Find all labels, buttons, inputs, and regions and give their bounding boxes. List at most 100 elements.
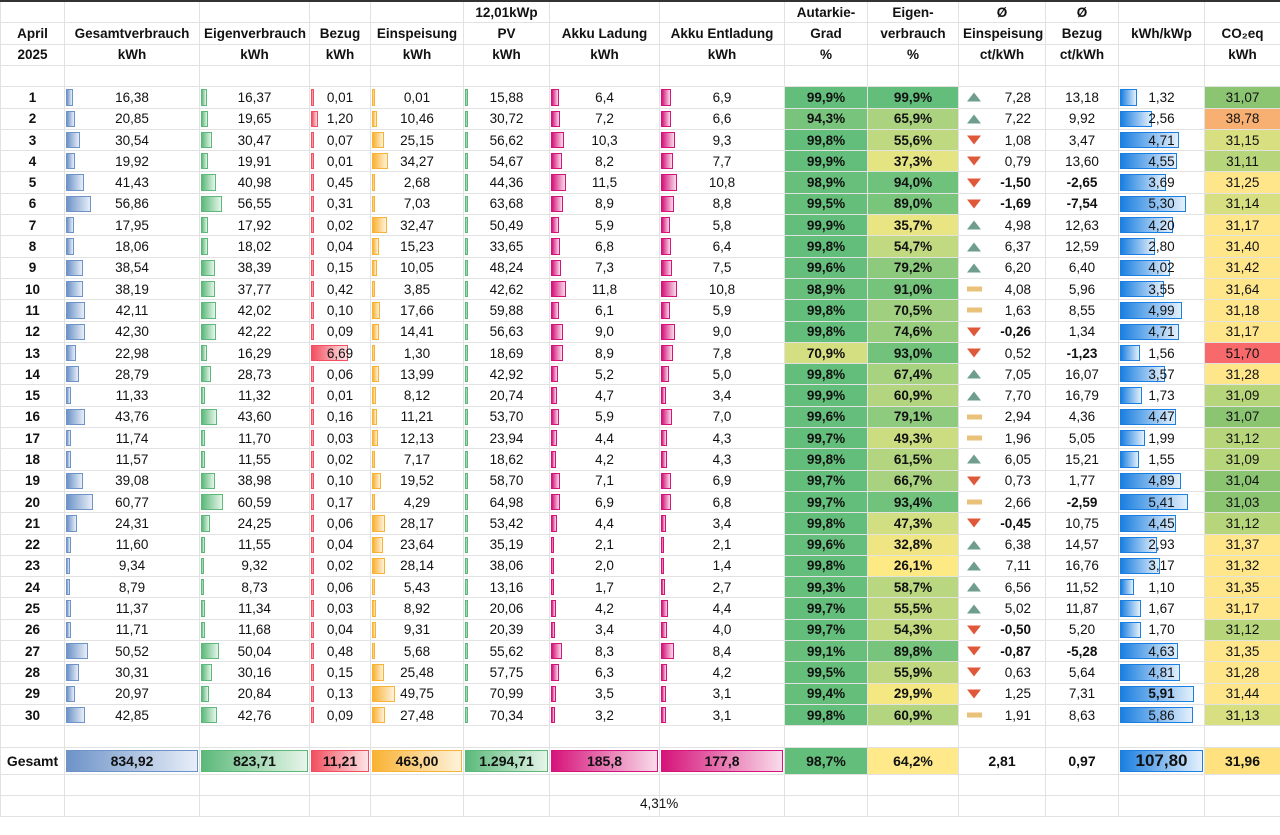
einsp-avg-cell[interactable]: 7,28 [958,86,1046,109]
einsp-avg-cell[interactable]: 1,08 [958,128,1046,152]
day-cell[interactable]: 14 [0,363,65,386]
day-cell[interactable]: 26 [0,618,65,642]
cell-kwp[interactable]: 1,32 [1118,86,1205,109]
cell-akku_e[interactable]: 7,8 [659,341,785,365]
cell-pv[interactable]: 20,06 [463,597,550,620]
cell-bezug[interactable]: 0,01 [309,384,371,407]
cell-akku_l[interactable]: 1,7 [549,576,660,599]
cell-eigen[interactable]: 11,70 [199,427,310,450]
cell-eigen[interactable]: 38,98 [199,469,310,492]
cell-einsp[interactable]: 25,15 [370,128,464,152]
header-gesamt[interactable]: Gesamtverbrauch [64,22,200,45]
header-einsp[interactable]: Einspeisung [370,22,464,45]
eigen-pct-cell[interactable]: 55,5% [867,597,959,620]
cell-kwp[interactable]: 4,99 [1118,299,1205,322]
eigen-pct-cell[interactable]: 60,9% [867,703,959,727]
cell-akku_e[interactable]: 3,4 [659,384,785,407]
cell-bezug[interactable]: 0,17 [309,490,371,514]
bezug-avg-cell[interactable]: 12,59 [1045,235,1119,258]
bezug-avg-cell[interactable]: 7,31 [1045,682,1119,705]
cell-pv[interactable]: 70,34 [463,703,550,727]
cell-kwp[interactable]: 4,63 [1118,640,1205,663]
eigen-pct-cell[interactable]: 26,1% [867,554,959,578]
cell-akku_e[interactable]: 6,9 [659,469,785,492]
eigen-pct-cell[interactable]: 89,0% [867,192,959,216]
autarkie-cell[interactable]: 99,7% [784,427,868,450]
cell-einsp[interactable]: 11,21 [370,405,464,429]
co2-cell[interactable]: 51,70 [1204,341,1280,365]
cell-eigen[interactable]: 18,02 [199,235,310,258]
cell-gesamt[interactable]: 11,71 [64,618,200,642]
totals-label[interactable]: Gesamt [0,746,65,775]
unit-gesamt[interactable]: kWh [64,43,200,66]
cell-gesamt[interactable]: 38,54 [64,256,200,279]
header-year[interactable]: 2025 [0,43,65,66]
bezug-avg-cell[interactable]: 10,75 [1045,512,1119,535]
eigen-pct-cell[interactable]: 99,9% [867,86,959,109]
co2-cell[interactable]: 31,42 [1204,256,1280,279]
bezug-avg-cell[interactable]: -1,23 [1045,341,1119,365]
einsp-avg-cell[interactable]: -0,87 [958,640,1046,663]
header-einsp-avg-2[interactable]: Einspeisung [958,22,1046,45]
day-cell[interactable]: 18 [0,448,65,471]
cell-akku_e[interactable]: 4,3 [659,448,785,471]
autarkie-cell[interactable]: 99,8% [784,703,868,727]
day-cell[interactable]: 21 [0,512,65,535]
day-cell[interactable]: 1 [0,86,65,109]
cell-pv[interactable]: 56,62 [463,128,550,152]
bezug-avg-cell[interactable]: -2,59 [1045,490,1119,514]
cell-einsp[interactable]: 49,75 [370,682,464,705]
cell-akku_e[interactable]: 8,8 [659,192,785,216]
autarkie-cell[interactable]: 99,5% [784,192,868,216]
einsp-avg-cell[interactable]: -0,26 [958,320,1046,343]
cell-gesamt[interactable]: 11,74 [64,427,200,450]
cell-bezug[interactable]: 0,04 [309,533,371,556]
cell-pv[interactable]: 64,98 [463,490,550,514]
bezug-avg-cell[interactable]: 13,18 [1045,86,1119,109]
cell-gesamt[interactable]: 22,98 [64,341,200,365]
einsp-avg-cell[interactable]: 6,20 [958,256,1046,279]
einsp-avg-cell[interactable]: 6,37 [958,235,1046,258]
cell-gesamt[interactable]: 56,86 [64,192,200,216]
unit-eigen-pct[interactable]: % [867,43,959,66]
day-cell[interactable]: 19 [0,469,65,492]
cell-akku_e[interactable]: 4,0 [659,618,785,642]
cell-kwp[interactable]: 1,55 [1118,448,1205,471]
cell-kwp[interactable]: 2,93 [1118,533,1205,556]
cell-eigen[interactable]: 28,73 [199,363,310,386]
cell-akku_l[interactable]: 6,1 [549,299,660,322]
day-cell[interactable]: 10 [0,277,65,301]
header-bezug-avg[interactable]: Ø [1045,0,1119,23]
eigen-pct-cell[interactable]: 58,7% [867,576,959,599]
autarkie-cell[interactable]: 99,9% [784,214,868,237]
cell-bezug[interactable]: 0,10 [309,299,371,322]
einsp-avg-cell[interactable]: 1,25 [958,682,1046,705]
einsp-avg-cell[interactable]: -1,50 [958,171,1046,194]
cell-eigen[interactable]: 43,60 [199,405,310,429]
cell-bezug[interactable]: 6,69 [309,341,371,365]
cell-einsp[interactable]: 0,01 [370,86,464,109]
cell-kwp[interactable]: 3,69 [1118,171,1205,194]
cell-akku_l[interactable]: 4,2 [549,448,660,471]
cell-pv[interactable]: 59,88 [463,299,550,322]
header-pv[interactable]: PV [463,22,550,45]
cell-kwp[interactable]: 3,17 [1118,554,1205,578]
cell-akku_e[interactable]: 7,0 [659,405,785,429]
co2-cell[interactable]: 31,04 [1204,469,1280,492]
cell-akku_e[interactable]: 4,3 [659,427,785,450]
cell-pv[interactable]: 48,24 [463,256,550,279]
day-cell[interactable]: 27 [0,640,65,663]
cell-einsp[interactable]: 9,31 [370,618,464,642]
cell-einsp[interactable]: 8,92 [370,597,464,620]
cell-einsp[interactable]: 5,43 [370,576,464,599]
cell-pv[interactable]: 54,67 [463,150,550,173]
autarkie-cell[interactable]: 99,7% [784,618,868,642]
cell-akku_l[interactable]: 11,8 [549,277,660,301]
cell-akku_e[interactable]: 9,0 [659,320,785,343]
cell-bezug[interactable]: 0,45 [309,171,371,194]
cell-eigen[interactable]: 19,91 [199,150,310,173]
co2-cell[interactable]: 31,35 [1204,576,1280,599]
cell-einsp[interactable]: 28,14 [370,554,464,578]
cell-akku_l[interactable]: 4,4 [549,512,660,535]
cell-eigen[interactable]: 9,32 [199,554,310,578]
